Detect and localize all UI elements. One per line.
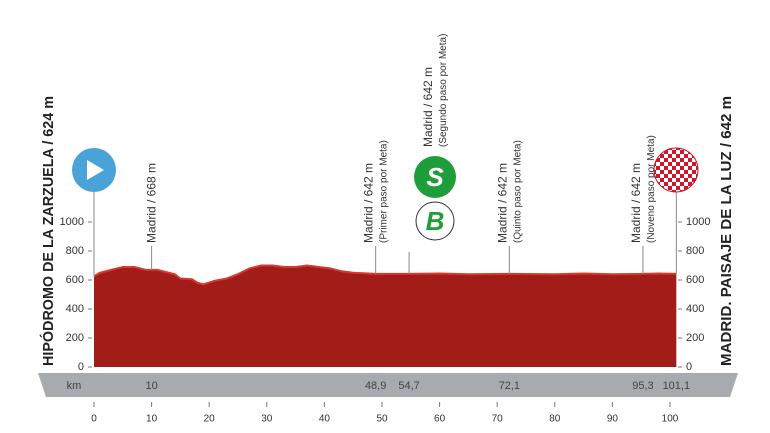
km-label: 72,1: [499, 380, 520, 392]
elevation-area: [94, 265, 677, 367]
point-name: Madrid / 642 m: [629, 163, 643, 243]
x-tick-label: 80: [549, 414, 561, 425]
start-label: HIPÓDROMO DE LA ZARZUELA / 624 m: [39, 96, 57, 366]
y-tick-label: 0: [686, 361, 692, 373]
x-tick-label: 50: [376, 414, 388, 425]
x-tick-label: 40: [319, 414, 331, 425]
x-tick-label: 100: [662, 414, 679, 425]
y-tick-label: 800: [686, 245, 704, 257]
x-tick-label: 70: [492, 414, 504, 425]
y-tick-label: 0: [78, 361, 84, 373]
x-tick-label: 60: [434, 414, 446, 425]
point-note: (Noveno paso por Meta): [646, 135, 657, 243]
x-tick-label: 10: [146, 414, 158, 425]
sprint-icon: [414, 156, 456, 241]
point-name: Madrid / 642 m: [362, 163, 376, 243]
y-tick-label: 400: [66, 303, 84, 315]
sprint-label: S: [426, 162, 444, 192]
point-name: Madrid / 642 m: [495, 163, 509, 243]
point-name: Madrid / 642 m: [421, 67, 435, 147]
point-name: Madrid / 668 m: [145, 163, 159, 243]
km-axis-label: km: [67, 380, 82, 392]
x-tick-label: 90: [607, 414, 619, 425]
km-band: [38, 373, 738, 397]
x-tick-label: 0: [91, 414, 97, 425]
point-note: (Primer paso por Meta): [379, 140, 390, 243]
y-tick-label: 800: [66, 245, 84, 257]
finish-icon: [653, 147, 699, 193]
km-label: 101,1: [663, 380, 691, 392]
km-label: 95,3: [632, 380, 653, 392]
y-tick-label: 600: [66, 274, 84, 286]
km-label: 10: [145, 380, 157, 392]
y-tick-label: 200: [686, 332, 704, 344]
point-note: (Segundo paso por Meta): [438, 34, 449, 147]
km-label: 54,7: [398, 380, 419, 392]
y-tick-label: 200: [66, 332, 84, 344]
start-icon: [72, 148, 116, 192]
km-label: 48,9: [365, 380, 386, 392]
y-tick-label: 600: [686, 274, 704, 286]
y-tick-label: 1000: [686, 216, 710, 228]
point-note: (Quinto paso por Meta): [512, 140, 523, 243]
bonus-label: B: [426, 206, 445, 236]
y-tick-label: 1000: [60, 216, 84, 228]
y-tick-label: 400: [686, 303, 704, 315]
x-tick-label: 20: [204, 414, 216, 425]
finish-label: MADRID. PAISAJE DE LA LUZ / 642 m: [718, 96, 735, 366]
x-tick-label: 30: [261, 414, 273, 425]
